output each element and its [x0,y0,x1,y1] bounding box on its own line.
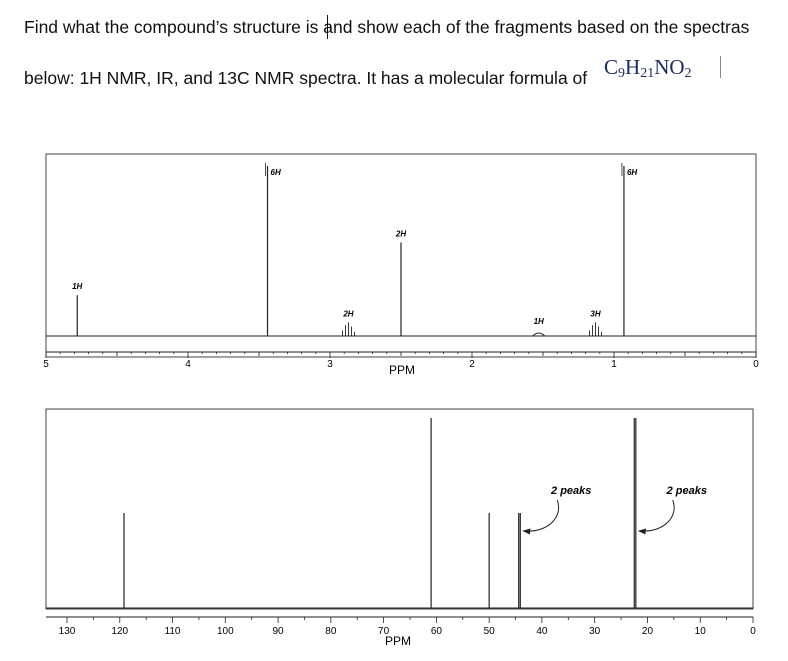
h-nmr-peak-label: 3H [590,309,600,318]
h-nmr-tick-label: 2 [469,359,475,370]
formula-n: N [654,55,670,79]
text-cursor [327,15,328,39]
h-nmr-peaks [76,163,625,337]
h-nmr-tick-label: 0 [753,359,759,370]
h-nmr-tick-label: 1 [611,359,617,370]
h-nmr-peak-broad [532,332,546,337]
question-line-2: below: 1H NMR, IR, and 13C NMR spectra. … [24,68,588,88]
formula-h: H [625,55,641,79]
h-nmr-tick-label: 3 [327,359,333,370]
h-nmr-peak-label: 1H [534,317,544,326]
h-nmr-peak-label: 2H [395,230,406,239]
formula-cursor [720,56,721,78]
h-nmr-peak-labels: 1H 6H 2H 2H 1H 3H 6H [72,168,637,326]
formula-c-count: 9 [618,66,626,81]
h-nmr-tick-label: 4 [185,359,191,370]
h-nmr-peak-label: 2H [342,309,353,318]
h-nmr-peak-label: 1H [72,282,82,291]
h-nmr-peak-label: 6H [627,168,637,177]
h-nmr-frame [45,153,757,358]
h-nmr-xlabel: PPM [389,363,415,377]
formula-o: O [669,55,685,79]
molecular-formula: C9H21NO2 [604,55,692,82]
question-line-1: Find what the compound’s structure is an… [24,17,750,37]
formula-h-count: 21 [640,66,655,81]
formula-o-count: 2 [684,66,692,81]
formula-c: C [604,55,619,79]
h-nmr-peak-label: 6H [271,168,281,177]
h-nmr-tick-label: 5 [43,359,49,370]
